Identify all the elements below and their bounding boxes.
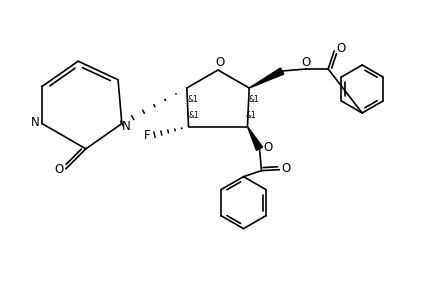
Text: O: O bbox=[54, 163, 64, 176]
Text: O: O bbox=[282, 162, 291, 175]
Text: &1: &1 bbox=[187, 94, 198, 103]
Text: N: N bbox=[122, 120, 130, 133]
Text: O: O bbox=[264, 141, 273, 154]
Text: O: O bbox=[216, 57, 225, 69]
Text: &1: &1 bbox=[188, 111, 199, 120]
Polygon shape bbox=[248, 127, 263, 150]
Text: O: O bbox=[301, 55, 311, 69]
Text: F: F bbox=[144, 129, 151, 142]
Polygon shape bbox=[249, 68, 284, 88]
Text: &1: &1 bbox=[249, 94, 260, 103]
Text: N: N bbox=[31, 116, 40, 129]
Text: &1: &1 bbox=[245, 111, 256, 120]
Text: O: O bbox=[336, 43, 346, 55]
